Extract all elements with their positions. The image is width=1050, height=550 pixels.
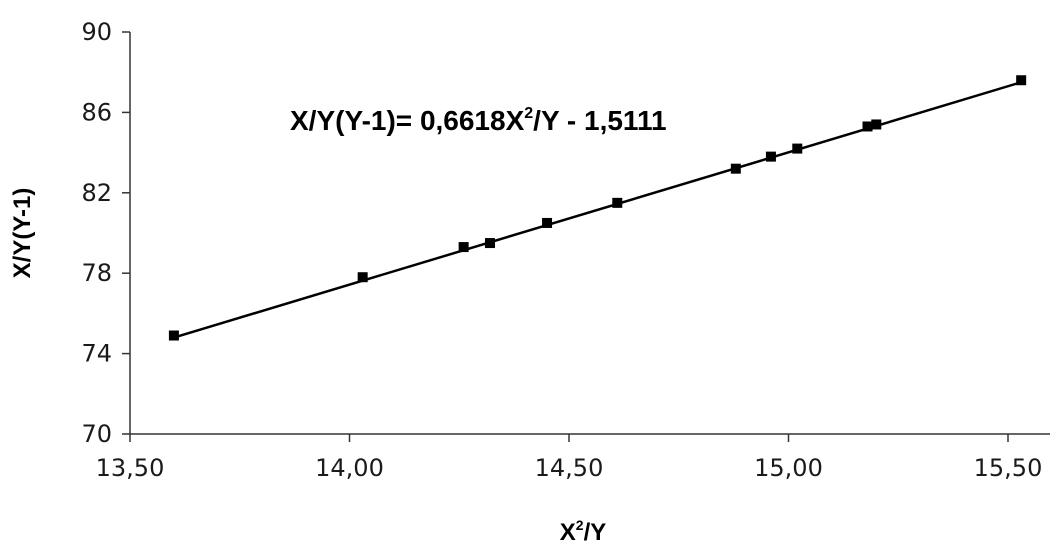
- x-tick-label: 14,00: [315, 454, 384, 482]
- data-point: [458, 242, 469, 253]
- equation-prefix: X/Y(Y-1)= 0,6618X: [290, 105, 525, 136]
- plot-area: 70 74 78 82 86 90 13,50 14,00 14,50 15,00 15,50: [81, 18, 1050, 482]
- x-axis-title-base: X: [560, 519, 576, 546]
- y-tick-label: 82: [81, 179, 112, 207]
- data-point: [357, 272, 368, 283]
- x-axis-title-rest: /Y: [584, 519, 607, 546]
- x-axis-title: X2/Y: [560, 517, 607, 546]
- data-point: [484, 238, 495, 249]
- equation-suffix: /Y - 1,5111: [533, 105, 666, 136]
- data-point: [730, 163, 741, 174]
- y-tick-label: 70: [81, 420, 112, 448]
- data-point: [862, 121, 873, 132]
- x-tick-label: 14,50: [535, 454, 604, 482]
- y-tick-label: 90: [81, 18, 112, 46]
- data-point: [765, 151, 776, 162]
- y-axis-title: X/Y(Y-1): [9, 188, 36, 279]
- data-points: [168, 75, 1027, 341]
- data-point: [871, 119, 882, 130]
- x-axis-ticks: 13,50 14,00 14,50 15,00 15,50: [96, 434, 1043, 482]
- data-point: [612, 197, 623, 208]
- equation-superscript: 2: [524, 105, 533, 122]
- data-point: [1016, 75, 1027, 86]
- x-tick-label: 15,00: [754, 454, 823, 482]
- x-tick-label: 13,50: [96, 454, 165, 482]
- x-tick-label: 15,50: [974, 454, 1043, 482]
- y-tick-label: 86: [81, 98, 112, 126]
- x-axis-title-superscript: 2: [576, 517, 584, 533]
- y-tick-label: 78: [81, 259, 112, 287]
- data-point: [542, 217, 553, 228]
- y-axis-ticks: 70 74 78 82 86 90: [81, 18, 130, 448]
- trendline-equation: X/Y(Y-1)= 0,6618X2/Y - 1,5111: [290, 105, 667, 136]
- y-tick-label: 74: [81, 340, 112, 368]
- data-point: [168, 330, 179, 341]
- data-point: [792, 143, 803, 154]
